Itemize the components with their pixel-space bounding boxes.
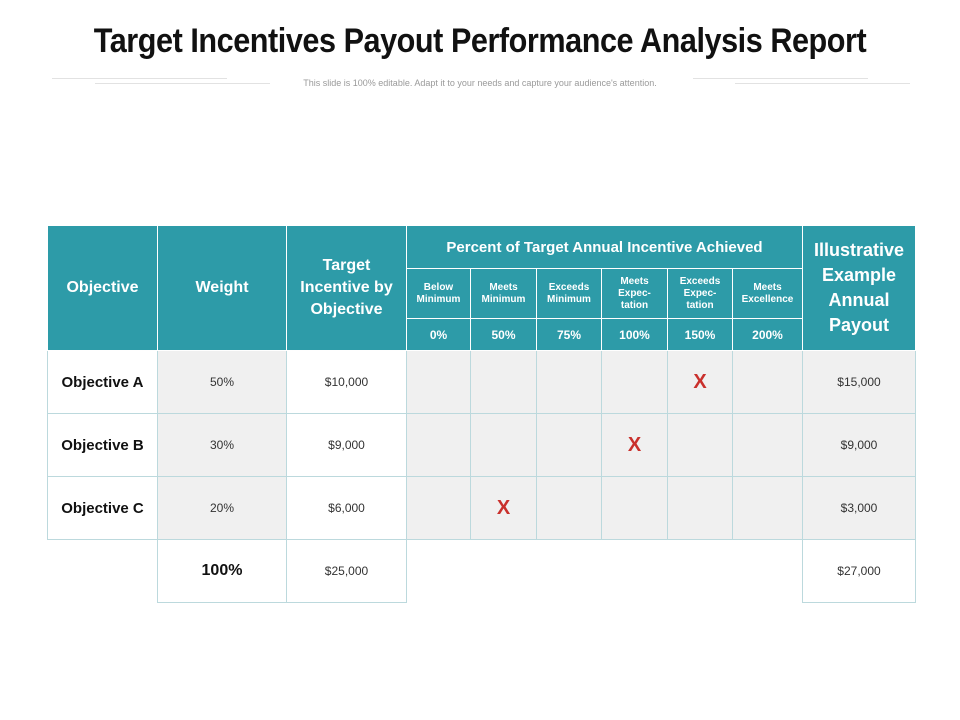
- divider-right-top: [693, 78, 868, 79]
- table-row: Objective A 50% $10,000 X $15,000: [47, 350, 916, 414]
- level-cell: [732, 476, 803, 540]
- level-pct: 50%: [470, 318, 537, 351]
- level-pct: 150%: [667, 318, 733, 351]
- level-pct: 100%: [601, 318, 668, 351]
- payout-value: $9,000: [802, 413, 916, 477]
- divider-right-bottom: [735, 83, 910, 84]
- level-cell: [470, 413, 537, 477]
- level-cell: [601, 350, 668, 414]
- level-pct: 75%: [536, 318, 602, 351]
- header-objective: Objective: [47, 225, 158, 351]
- table-row: Objective C 20% $6,000 X $3,000: [47, 476, 916, 540]
- level-cell: [732, 413, 803, 477]
- header-illustrative-payout: Illustrative Example Annual Payout: [802, 225, 916, 351]
- table-row: Objective B 30% $9,000 X $9,000: [47, 413, 916, 477]
- level-cell: [536, 476, 602, 540]
- page-title: Target Incentives Payout Performance Ana…: [93, 22, 867, 60]
- level-cell: [406, 476, 471, 540]
- level-cell: [667, 476, 733, 540]
- weight-value: 50%: [157, 350, 287, 414]
- level-label: Meets Expec-tation: [601, 268, 668, 319]
- total-payout: $27,000: [802, 539, 916, 603]
- objective-name: Objective A: [47, 350, 158, 414]
- achievement-mark: X: [667, 350, 733, 414]
- level-label: Meets Minimum: [470, 268, 537, 319]
- header-percent-achieved: Percent of Target Annual Incentive Achie…: [406, 225, 803, 269]
- objective-name: Objective C: [47, 476, 158, 540]
- target-value: $6,000: [286, 476, 407, 540]
- level-pct: 200%: [732, 318, 803, 351]
- weight-value: 30%: [157, 413, 287, 477]
- level-cell: [667, 413, 733, 477]
- header-target-incentive: Target Incentive by Objective: [286, 225, 407, 351]
- level-cell: [406, 413, 471, 477]
- level-pct: 0%: [406, 318, 471, 351]
- divider-left-bottom: [95, 83, 270, 84]
- level-label: Meets Excellence: [732, 268, 803, 319]
- achievement-mark: X: [470, 476, 537, 540]
- payout-value: $3,000: [802, 476, 916, 540]
- level-cell: [536, 350, 602, 414]
- objective-name: Objective B: [47, 413, 158, 477]
- divider-left-top: [52, 78, 227, 79]
- level-cell: [536, 413, 602, 477]
- target-value: $9,000: [286, 413, 407, 477]
- total-target: $25,000: [286, 539, 407, 603]
- incentive-table: Objective Weight Target Incentive by Obj…: [47, 225, 916, 603]
- target-value: $10,000: [286, 350, 407, 414]
- level-label: Exceeds Expec-tation: [667, 268, 733, 319]
- payout-value: $15,000: [802, 350, 916, 414]
- level-cell: [732, 350, 803, 414]
- level-cell: [406, 350, 471, 414]
- weight-value: 20%: [157, 476, 287, 540]
- level-label: Exceeds Minimum: [536, 268, 602, 319]
- page-subtitle: This slide is 100% editable. Adapt it to…: [303, 78, 657, 88]
- total-weight: 100%: [157, 539, 287, 603]
- total-row: 100% $25,000 $27,000: [47, 539, 916, 603]
- level-cell: [470, 350, 537, 414]
- achievement-mark: X: [601, 413, 668, 477]
- level-label: Below Minimum: [406, 268, 471, 319]
- header-weight: Weight: [157, 225, 287, 351]
- level-cell: [601, 476, 668, 540]
